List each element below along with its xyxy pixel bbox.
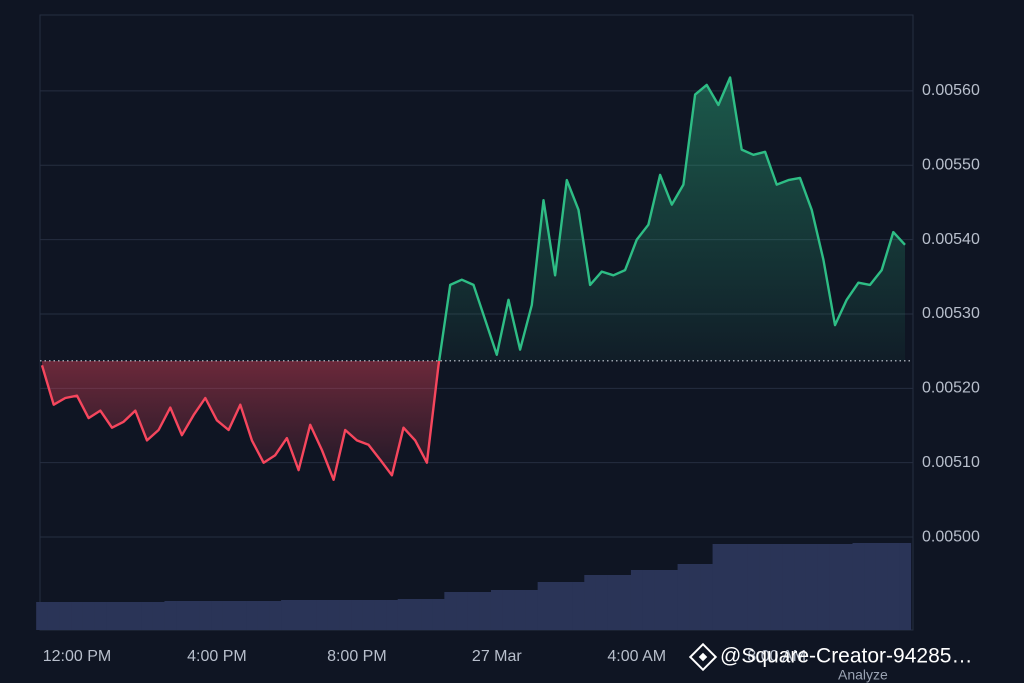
volume-bar [222,601,235,630]
volume-bar [899,543,912,630]
volume-bar [817,544,830,630]
volume-bar [141,602,154,630]
volume-bar [432,599,445,630]
volume-bar [47,602,60,630]
volume-bar [106,602,119,630]
volume-bar [770,544,783,630]
volume-bar [642,570,655,630]
volume-bar [316,600,329,630]
volume-bar [514,590,527,630]
volume-bar [829,544,842,630]
volume-bar [409,599,422,630]
volume-bar [71,602,84,630]
x-tick-label: 8:00 AM [747,648,806,665]
y-tick-label: 0.00510 [922,454,980,471]
volume-bar [152,602,165,630]
volume-bar [782,544,795,630]
x-tick-label: 4:00 PM [187,648,247,665]
volume-bar [257,601,270,630]
volume-bar [456,592,468,630]
volume-bar [467,592,480,630]
y-tick-label: 0.00560 [922,82,980,99]
volume-bar [665,570,678,630]
volume-bar [281,600,294,630]
y-tick-label: 0.00500 [922,528,980,545]
volume-bar [362,600,375,630]
volume-bar [805,544,818,630]
y-tick-label: 0.00520 [922,380,980,397]
volume-bar [747,544,760,630]
volume-bar [864,543,877,630]
volume-bar [351,600,364,630]
volume-bar [887,543,900,630]
volume-bar [607,575,620,630]
volume-bar [677,564,690,630]
volume-bar [386,600,398,630]
volume-bar [327,600,340,630]
footer-note: Analyze [838,667,888,683]
volume-bar [246,601,259,630]
volume-bar [794,544,807,630]
volume-bar [82,602,95,630]
volume-bar [164,601,177,630]
volume-bar [397,599,410,630]
volume-bar [560,582,573,630]
volume-bar [595,575,608,630]
volume-bar [619,575,632,630]
volume-bar [549,582,562,630]
plot: 0.00500 0.00510 0.00520 0.00530 0.00540 0.005… [36,76,980,665]
volume-bar [59,602,72,630]
volume-bar [654,570,667,630]
volume-bar [187,601,200,630]
volume-bar [735,544,748,630]
volume-bar [537,582,550,630]
volume-bar [421,599,433,630]
volume-bar [94,602,107,630]
volume-bar [339,600,352,630]
volume-bar [199,601,212,630]
volume-bar [444,592,457,630]
y-tick-label: 0.00530 [922,305,980,322]
volume-bar [129,602,142,630]
volume-bar [584,575,597,630]
volume-bar [759,544,772,630]
watermark-text: @Square-Creator-94285… [720,645,972,668]
volume-bar [304,600,317,630]
y-tick-label: 0.00540 [922,231,980,248]
x-tick-label: 12:00 PM [43,648,111,665]
volume-bar [630,570,643,630]
volume-bar [479,592,492,630]
volume-bar [875,543,888,630]
volume-bar [292,600,305,630]
watermark-logo [688,642,718,672]
volume-bar [211,601,224,630]
volume-bar [712,544,725,630]
volume-bar [234,601,247,630]
volume-bar [572,582,585,630]
volume-bar [117,602,130,630]
volume-bar [374,600,387,630]
y-tick-label: 0.00550 [922,156,980,173]
volume-bar [269,601,282,630]
price-area [42,77,905,480]
x-tick-label: 8:00 PM [327,648,387,665]
x-tick-label: 4:00 AM [607,648,666,665]
volume-bar [502,590,515,630]
volume-bar [36,602,49,630]
volume-bar [700,564,713,630]
volume-bar [852,543,865,630]
volume-bar [176,601,189,630]
volume-bar [689,564,702,630]
price-line [40,76,906,481]
volume-bar [840,544,853,630]
volume-bar [724,544,737,630]
x-tick-label: 27 Mar [472,648,522,665]
watermark: @Square-Creator-94285… [688,642,972,672]
volume-bar [525,590,538,630]
volume-bar [490,590,503,630]
